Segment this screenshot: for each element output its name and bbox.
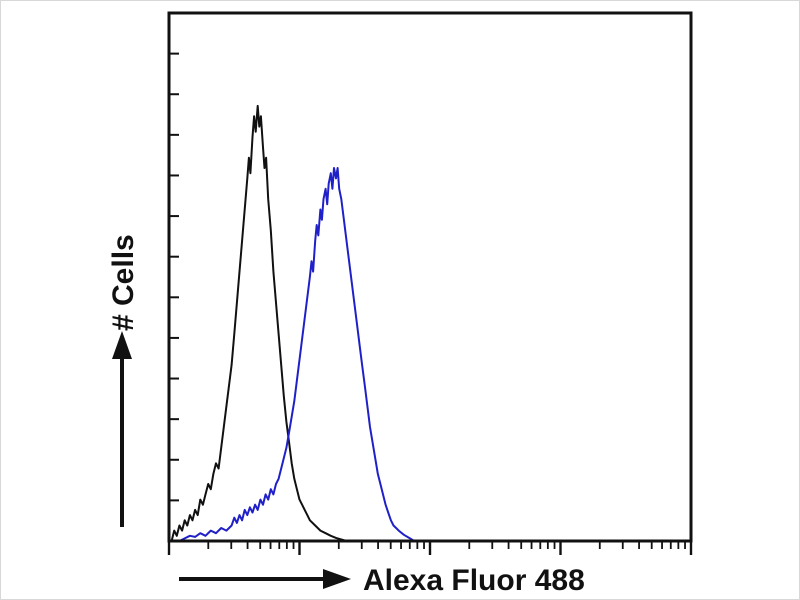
x-axis-ticks [167, 541, 693, 555]
y-axis-arrow-head [112, 331, 132, 359]
x-axis-label: Alexa Fluor 488 [363, 564, 585, 597]
plot-border [167, 11, 693, 543]
series-layer [170, 104, 415, 542]
y-axis-annotation: # Cells [107, 234, 140, 527]
series-curve-stained-blue [178, 167, 415, 542]
y-axis-ticks [169, 52, 179, 502]
x-axis-arrow-head [323, 569, 351, 589]
x-axis-annotation: Alexa Fluor 488 [179, 564, 585, 597]
series-curve-control-black [170, 104, 347, 542]
y-axis-label: # Cells [107, 234, 140, 331]
